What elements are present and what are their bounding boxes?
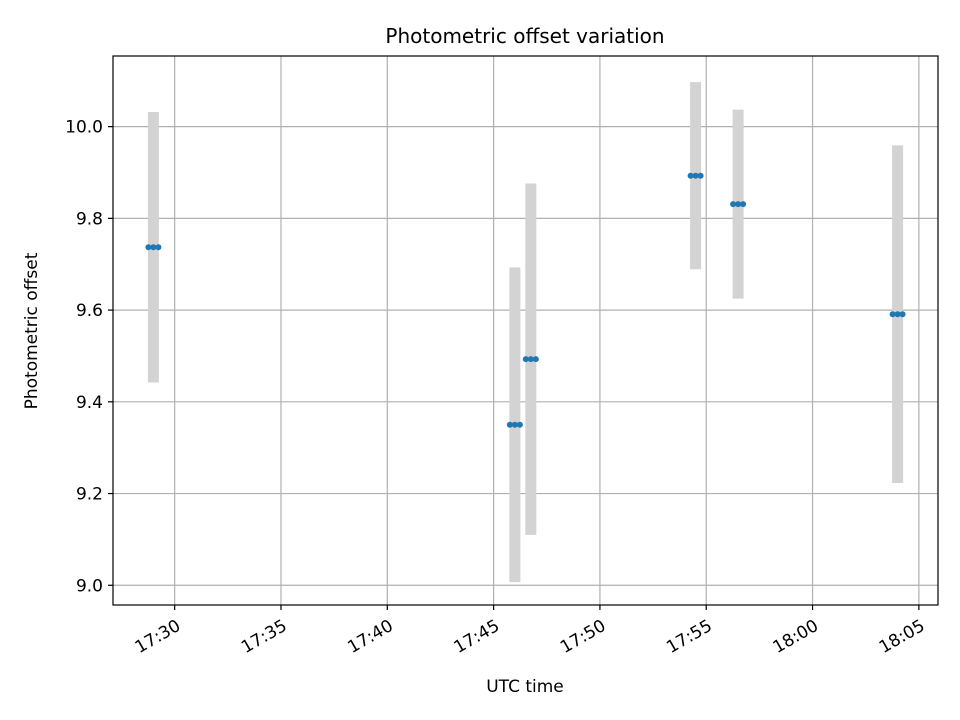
data-point xyxy=(145,244,152,251)
data-point xyxy=(894,311,901,318)
data-point xyxy=(692,172,699,179)
y-axis-ticks: 9.0 9.2 9.4 9.6 9.8 10.0 xyxy=(65,118,113,596)
data-point xyxy=(511,421,518,428)
data-point xyxy=(687,172,694,179)
data-point xyxy=(516,421,523,428)
plot-frame xyxy=(112,55,939,606)
data-point xyxy=(899,311,906,318)
data-point xyxy=(730,201,737,208)
y-tick-label: 10.0 xyxy=(65,118,103,138)
y-tick-label: 9.2 xyxy=(76,485,103,505)
y-tick-label: 9.8 xyxy=(76,209,103,229)
data-point xyxy=(522,356,529,363)
data-point xyxy=(889,311,896,318)
chart-title: Photometric offset variation xyxy=(385,24,664,48)
data-point xyxy=(735,201,742,208)
data-point xyxy=(740,201,747,208)
data-point xyxy=(506,421,513,428)
y-tick-label: 9.0 xyxy=(76,576,103,596)
data-point xyxy=(150,244,157,251)
y-tick-label: 9.6 xyxy=(76,301,103,321)
x-axis-label: UTC time xyxy=(486,677,564,697)
y-axis-label: Photometric offset xyxy=(22,252,42,409)
y-tick-label: 9.4 xyxy=(76,393,103,413)
data-points xyxy=(145,172,906,428)
data-point xyxy=(527,356,534,363)
data-point xyxy=(532,356,539,363)
data-point xyxy=(155,244,162,251)
data-point xyxy=(697,172,704,179)
